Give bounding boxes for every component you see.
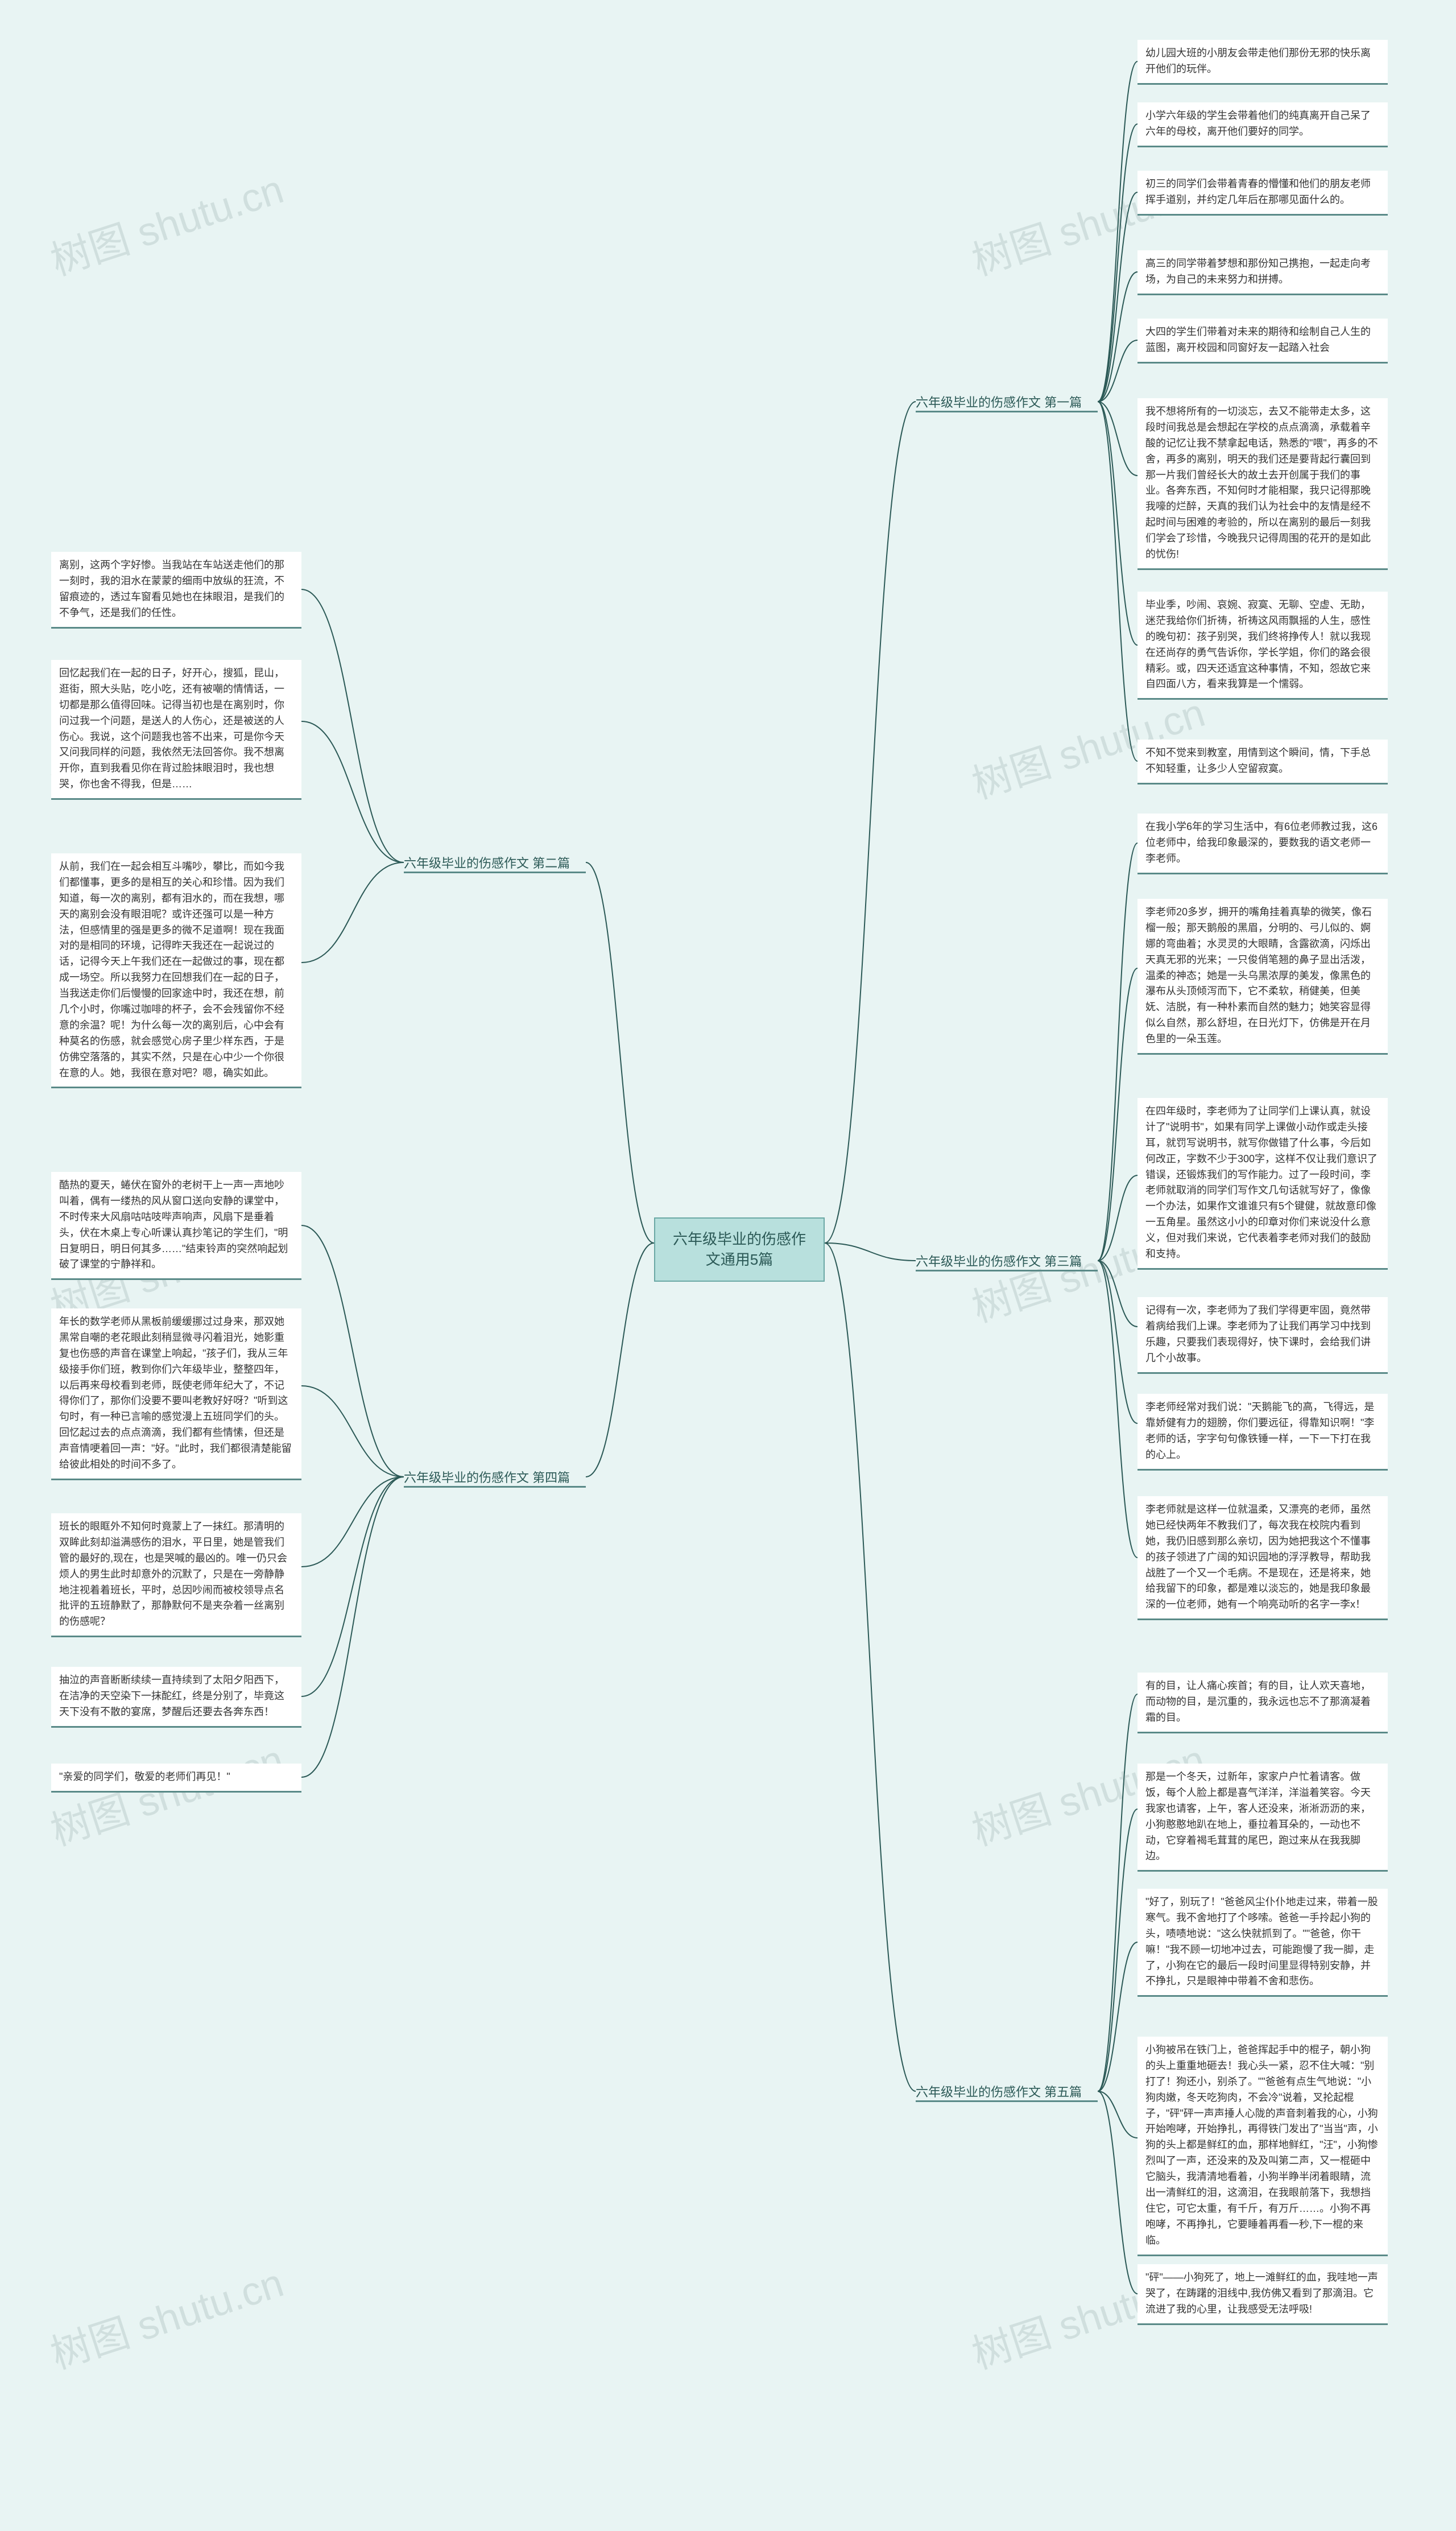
watermark: 树图 shutu.cn [43, 158, 290, 287]
leaf-node: 李老师经常对我们说："天鹅能飞的高，飞得远，是靠娇健有力的翅膀，你们要远征，得靠… [1138, 1394, 1388, 1471]
leaf-node: 我不想将所有的一切淡忘，去又不能带走太多，这段时间我总是会想起在学校的点点滴滴，… [1138, 398, 1388, 570]
branch-label: 六年级毕业的伤感作文 第五篇 [916, 2082, 1082, 2100]
leaf-node: 初三的同学们会带着青春的懵懂和他们的朋友老师挥手道别，并约定几年后在那哪见面什么… [1138, 171, 1388, 216]
branch-label: 六年级毕业的伤感作文 第一篇 [916, 393, 1082, 411]
leaf-node: 大四的学生们带着对未来的期待和绘制自己人生的蓝图，离开校园和同窗好友一起踏入社会 [1138, 319, 1388, 364]
leaf-node: "砰"——小狗死了，地上一滩鲜红的血，我哇地一声哭了，在踌躇的泪线中,我仿佛又看… [1138, 2264, 1388, 2325]
leaf-node: 班长的眼眶外不知何时竟蒙上了一抹红。那清明的双眸此刻却溢满感伤的泪水，平日里，她… [51, 1513, 301, 1637]
leaf-node: "亲爱的同学们，敬爱的老师们再见！" [51, 1764, 301, 1793]
leaf-node: 小学六年级的学生会带着他们的纯真离开自己呆了六年的母校，离开他们要好的同学。 [1138, 102, 1388, 147]
watermark: 树图 shutu.cn [43, 2251, 290, 2380]
leaf-node: 小狗被吊在铁门上，爸爸挥起手中的棍子，朝小狗的头上重重地砸去！我心头一紧，忍不住… [1138, 2037, 1388, 2256]
leaf-node: 李老师20多岁，拥开的嘴角挂着真挚的微笑，像石榴一般；那天鹅般的黑眉，分明的、弓… [1138, 899, 1388, 1055]
branch-label: 六年级毕业的伤感作文 第四篇 [404, 1468, 570, 1486]
leaf-node: 幼儿园大班的小朋友会带走他们那份无邪的快乐离开他们的玩伴。 [1138, 40, 1388, 85]
leaf-node: "好了，别玩了！"爸爸风尘仆仆地走过来，带着一股寒气。我不舍地打了个哆嗦。爸爸一… [1138, 1889, 1388, 1997]
leaf-node: 那是一个冬天，过新年，家家户户忙着请客。做饭，每个人脸上都是喜气洋洋，洋溢着笑容… [1138, 1764, 1388, 1872]
leaf-node: 离别，这两个字好惨。当我站在车站送走他们的那一刻时，我的泪水在蒙蒙的细雨中放纵的… [51, 552, 301, 629]
leaf-node: 不知不觉来到教室，用情到这个瞬间，情，下手总不知轻重，让多少人空留寂寞。 [1138, 740, 1388, 785]
leaf-node: 从前，我们在一起会相互斗嘴吵，攀比，而如今我们都懂事，更多的是相互的关心和珍惜。… [51, 853, 301, 1088]
leaf-node: 在我小学6年的学习生活中，有6位老师教过我，这6位老师中，给我印象最深的，要数我… [1138, 814, 1388, 874]
leaf-node: 有的目，让人痛心疾首；有的目，让人欢天喜地，而动物的目，是沉重的，我永远也忘不了… [1138, 1673, 1388, 1733]
leaf-node: 在四年级时，李老师为了让同学们上课认真，就设计了"说明书"，如果有同学上课做小动… [1138, 1098, 1388, 1270]
branch-label: 六年级毕业的伤感作文 第三篇 [916, 1252, 1082, 1270]
leaf-node: 抽泣的声音断断续续一直持续到了太阳夕阳西下，在洁净的天空染下一抹酡红，终是分别了… [51, 1667, 301, 1728]
leaf-node: 毕业季，吵闹、哀婉、寂寞、无聊、空虚、无助，迷茫我给你们折祷，祈祷这风雨飘摇的人… [1138, 592, 1388, 700]
branch-label: 六年级毕业的伤感作文 第二篇 [404, 853, 570, 872]
leaf-node: 回忆起我们在一起的日子，好开心，搜狐，昆山，逛街，照大头贴，吃小吃，还有被嘲的情… [51, 660, 301, 800]
leaf-node: 高三的同学带着梦想和那份知己携抱，一起走向考场，为自己的未来努力和拼搏。 [1138, 250, 1388, 295]
leaf-node: 酷热的夏天，蜷伏在窗外的老树干上一声一声地吵叫着，偶有一缕热的风从窗口送向安静的… [51, 1172, 301, 1280]
center-node: 六年级毕业的伤感作文通用5篇 [654, 1217, 825, 1282]
leaf-node: 李老师就是这样一位就温柔，又漂亮的老师，虽然她已经快两年不教我们了，每次我在校院… [1138, 1496, 1388, 1620]
leaf-node: 记得有一次，李老师为了我们学得更牢固，竟然带着病给我们上课。李老师为了让我们再学… [1138, 1297, 1388, 1374]
leaf-node: 年长的数学老师从黑板前缓缓挪过过身来，那双她黑常自嘲的老花眼此刻稍显微寻闪着泪光… [51, 1308, 301, 1480]
